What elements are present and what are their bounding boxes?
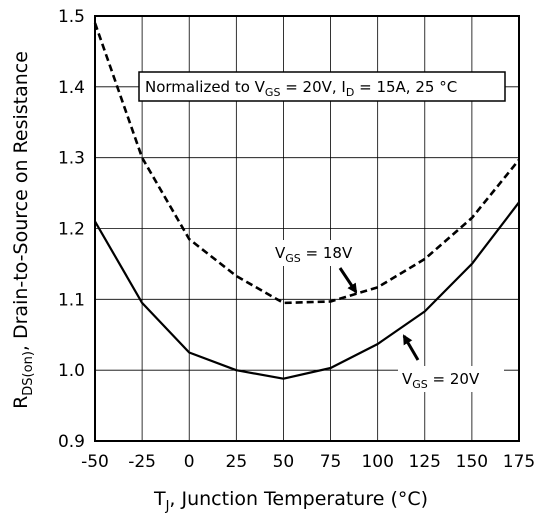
x-tick-label: 25 [226,452,248,472]
y-tick-label: 0.9 [58,432,85,452]
vgs-20v-text-2: = 20V [428,370,480,388]
x-tick-label: 100 [361,452,393,472]
y-tick-label: 1.1 [58,290,85,310]
vgs-18v-label: VGS = 18V [275,244,353,265]
y-tick-label: 1.4 [58,78,85,98]
vgs-18v-sub: GS [285,252,301,265]
norm-text-2: = 20V, I [280,78,345,96]
vgs-18v-annotation: VGS = 18V [270,240,370,294]
x-tick-label: -50 [81,452,109,472]
normalization-annotation: Normalized to VGS = 20V, ID = 15A, 25 °C [138,71,506,102]
plot-frame [94,15,520,442]
y-tick-label: 1.5 [58,7,85,27]
vgs-20v-label: VGS = 20V [402,370,480,391]
vgs-18v-text-1: V [275,244,286,262]
series-line-vgs-20v [94,201,520,380]
vgs-20v-annotation: VGS = 20V [398,334,504,392]
y-axis-title-sub: DS(on) [21,351,36,396]
norm-sub-1: GS [265,86,281,99]
x-tick-label: 150 [456,452,488,472]
x-tick-label: 175 [503,452,535,472]
vgs-18v-label-bg [270,240,370,266]
y-tick-labels: 0.9 1.0 1.1 1.2 1.3 1.4 1.5 [58,7,85,452]
series-lines [93,22,521,380]
x-axis-title: TJ, Junction Temperature (°C) [153,488,428,514]
norm-text-1: Normalized to V [145,78,266,96]
vgs-18v-arrow [338,267,358,294]
vgs-20v-label-bg [398,366,504,392]
x-axis-title-main: T [153,488,166,510]
normalization-box [138,71,506,102]
norm-text-3: = 15A, 25 °C [354,78,457,96]
x-axis-title-rest: , Junction Temperature (°C) [169,488,428,510]
y-axis-title-main: R [10,396,32,409]
x-tick-label: -25 [128,452,156,472]
vgs-20v-arrow [402,334,420,361]
norm-sub-2: D [346,86,354,99]
x-axis-title-sub: J [165,499,170,514]
vgs-18v-text-2: = 18V [301,244,353,262]
y-axis-title: RDS(on), Drain-to-Source on Resistance [10,51,36,409]
x-tick-labels: -50 -25 0 25 50 75 100 125 150 175 [81,452,535,472]
y-tick-label: 1.0 [58,361,85,381]
y-tick-label: 1.2 [58,220,85,240]
x-tick-label: 75 [320,452,342,472]
y-tick-label: 1.3 [58,149,85,169]
vgs-20v-text-1: V [402,370,413,388]
normalization-text: Normalized to VGS = 20V, ID = 15A, 25 °C [145,78,457,99]
series-line-vgs-18v [93,22,521,305]
x-tick-label: 125 [409,452,441,472]
x-tick-label: 50 [273,452,295,472]
x-tick-label: 0 [184,452,195,472]
vgs-20v-sub: GS [412,378,428,391]
y-axis-title-rest: , Drain-to-Source on Resistance [10,51,32,351]
